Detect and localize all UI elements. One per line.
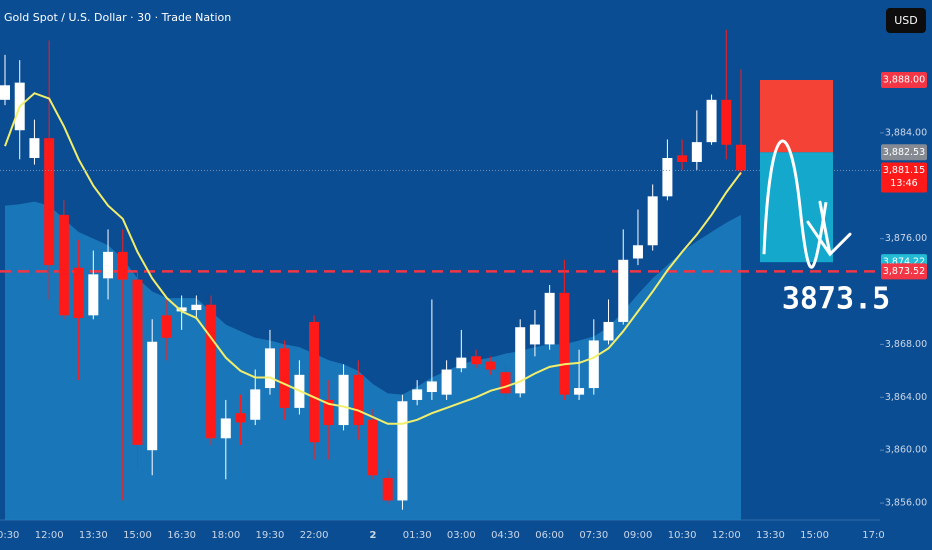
candle-body (220, 418, 231, 439)
x-tick-label: 17:0 (862, 530, 884, 541)
x-tick-label: 12:00 (35, 530, 64, 541)
candle-body (471, 356, 482, 365)
candle-body (368, 419, 378, 476)
chart-title: Gold Spot / U.S. Dollar · 30 · Trade Nat… (4, 11, 231, 24)
candle-body (117, 251, 128, 280)
currency-button[interactable] (886, 8, 926, 33)
x-tick-label: 13:30 (79, 530, 108, 541)
price-label: 3,881.15 (883, 165, 925, 176)
candle-body (58, 214, 69, 316)
candle-body (206, 304, 217, 439)
y-tick-label: 3,884.00 (885, 127, 927, 138)
candle-body (103, 251, 114, 279)
y-tick-label: 3,864.00 (885, 392, 927, 403)
band-area (5, 201, 741, 520)
x-tick-label: 07:30 (579, 530, 608, 541)
annotation: 3873.5 (782, 282, 890, 317)
candle-body (441, 369, 452, 395)
candle-body (456, 357, 467, 369)
candle-body (147, 341, 158, 451)
candle-body (309, 321, 320, 443)
overlay: 3873.5 3,888.00 3,882.53 3,881.15 13:46 3,874… (762, 71, 927, 317)
candle-body (44, 138, 55, 266)
candle-body (647, 196, 658, 246)
candle-body (29, 138, 40, 158)
candle-body (338, 374, 349, 426)
candle-body (73, 267, 84, 318)
price-label: 3,888.00 (883, 74, 925, 85)
candle-body (191, 304, 202, 311)
x-tick-label: 19:30 (256, 530, 285, 541)
stop-zone (760, 79, 833, 153)
candle-body (0, 85, 10, 100)
x-tick-label: 15:00 (800, 530, 829, 541)
price-label-box (881, 144, 927, 161)
forecast-curve (762, 139, 828, 269)
candle-body (588, 340, 599, 389)
candle-body (559, 292, 570, 395)
candle-body (618, 259, 629, 322)
candle-body (677, 155, 688, 162)
candle-body (574, 388, 585, 395)
countdown: 13:46 (890, 178, 917, 189)
candle-body (279, 348, 290, 408)
candle-body (500, 372, 511, 394)
candle-body (161, 315, 172, 338)
currency-label: USD (894, 14, 918, 27)
candle-body (323, 399, 334, 426)
y-tick-label: 3,868.00 (885, 339, 927, 350)
candle-body (382, 477, 393, 501)
candle-body (132, 279, 143, 445)
x-tick-label: 18:00 (211, 530, 240, 541)
candle-body (412, 389, 423, 400)
x-tick-label: 15:00 (123, 530, 152, 541)
candle-body (88, 274, 99, 316)
x-tick-label: 2 (370, 530, 377, 541)
candle-body (544, 292, 555, 345)
moving-average (4, 92, 742, 425)
y-tick-label: 3,856.00 (885, 498, 927, 509)
candle-body (353, 374, 364, 426)
candle-body (529, 324, 540, 345)
candle-body (397, 401, 408, 501)
price-label-box (881, 71, 927, 88)
candle-body (721, 99, 732, 145)
candle-body (250, 389, 261, 420)
candle-body (603, 321, 614, 341)
forecast-arrow (806, 200, 852, 257)
price-label: 3,874.22 (883, 257, 925, 268)
plot-area: 3,856.00 3,860.00 3,864.00 3,868.00 3,876.00… (0, 29, 927, 541)
price-label: 3,873.52 (883, 266, 925, 277)
candle-body (632, 245, 643, 259)
candle-body (736, 144, 746, 171)
y-tick-label: 3,876.00 (885, 233, 927, 244)
candle-body (706, 99, 717, 143)
candle-body (662, 157, 673, 197)
x-tick-label: 03:00 (447, 530, 476, 541)
price-label: 3,882.53 (883, 147, 925, 158)
candle-body (264, 348, 275, 389)
x-tick-label: 16:30 (167, 530, 196, 541)
candle-body (176, 307, 187, 312)
x-tick-label: 06:00 (535, 530, 564, 541)
candle-body (426, 381, 437, 393)
x-tick-label: 13:30 (756, 530, 785, 541)
price-label-box (881, 263, 927, 280)
y-tick-label: 3,860.00 (885, 445, 927, 456)
candle-body (485, 361, 496, 370)
x-tick-label: 09:00 (624, 530, 653, 541)
x-tick-label: 01:30 (403, 530, 432, 541)
x-tick-label: 10:30 (0, 530, 19, 541)
candle-body (235, 413, 246, 423)
x-tick-label: 22:00 (300, 530, 329, 541)
candle-body (515, 327, 526, 394)
x-tick-label: 12:00 (712, 530, 741, 541)
x-tick-label: 10:30 (668, 530, 697, 541)
price-label-box (881, 162, 927, 193)
candle-body (691, 142, 702, 162)
x-tick-label: 04:30 (491, 530, 520, 541)
